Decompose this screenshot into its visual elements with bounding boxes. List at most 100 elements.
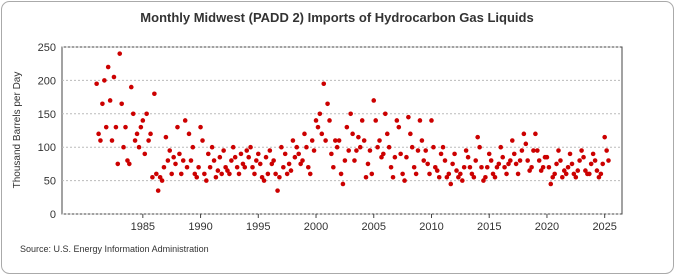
point xyxy=(217,154,223,160)
point xyxy=(388,164,394,170)
point xyxy=(513,161,519,167)
point xyxy=(132,138,138,143)
point xyxy=(155,188,161,193)
point xyxy=(523,141,529,147)
point xyxy=(311,148,317,153)
y-axis-label: Thousand Barrels per Day xyxy=(12,72,23,189)
point xyxy=(290,138,296,143)
y-tick-label: 100 xyxy=(38,142,56,154)
point xyxy=(411,164,417,170)
point xyxy=(583,168,588,173)
point xyxy=(159,178,165,183)
point xyxy=(373,118,379,123)
point xyxy=(209,144,215,150)
point xyxy=(479,164,484,170)
point xyxy=(434,168,440,173)
point xyxy=(421,158,427,163)
point xyxy=(128,84,134,90)
point xyxy=(573,174,579,180)
point xyxy=(442,158,448,163)
point xyxy=(327,118,332,123)
point xyxy=(394,118,400,123)
y-tick-label: 50 xyxy=(44,176,56,188)
point xyxy=(127,161,132,167)
point xyxy=(94,81,99,87)
point xyxy=(346,148,351,153)
point xyxy=(190,144,196,150)
point xyxy=(448,181,454,187)
point xyxy=(354,148,359,153)
point xyxy=(575,168,581,173)
point xyxy=(415,148,421,153)
point xyxy=(432,164,438,170)
point xyxy=(596,174,602,180)
point xyxy=(121,144,126,150)
point xyxy=(144,111,149,117)
point xyxy=(123,124,128,130)
point xyxy=(510,138,515,143)
point xyxy=(588,161,594,167)
point xyxy=(402,178,407,183)
y-tick-label: 200 xyxy=(38,75,56,87)
point xyxy=(392,154,398,160)
point xyxy=(396,124,402,130)
point xyxy=(444,174,450,180)
point xyxy=(567,151,573,157)
y-tick-label: 150 xyxy=(38,109,56,121)
point xyxy=(431,144,436,150)
point xyxy=(130,111,136,117)
point xyxy=(102,78,107,83)
point xyxy=(304,144,309,150)
point xyxy=(492,174,498,180)
point xyxy=(221,148,226,153)
point xyxy=(302,131,307,137)
point xyxy=(554,161,559,167)
source: Source: U.S. Energy Information Administ… xyxy=(20,244,209,254)
point xyxy=(152,91,157,97)
x-tick-label: 2025 xyxy=(592,221,616,233)
point xyxy=(363,174,369,180)
point xyxy=(213,174,219,180)
point xyxy=(273,171,278,177)
point xyxy=(242,164,248,170)
point xyxy=(531,148,536,153)
point xyxy=(398,151,403,157)
point xyxy=(315,124,321,130)
x-tick-label: 2010 xyxy=(419,221,443,233)
point xyxy=(257,161,263,167)
point xyxy=(307,171,313,177)
point xyxy=(438,151,444,157)
point xyxy=(488,158,494,163)
point xyxy=(461,164,467,170)
point xyxy=(232,154,238,160)
point xyxy=(496,161,502,167)
point xyxy=(196,164,201,170)
x-tick-label: 2005 xyxy=(362,221,386,233)
point xyxy=(356,134,361,140)
point xyxy=(230,144,236,150)
point xyxy=(180,158,186,163)
point xyxy=(590,151,596,157)
point xyxy=(146,138,151,143)
point xyxy=(277,174,282,180)
point xyxy=(592,158,598,163)
point xyxy=(606,158,611,163)
point xyxy=(367,148,373,153)
point xyxy=(265,171,271,177)
point xyxy=(244,148,250,153)
point xyxy=(200,138,205,143)
point xyxy=(429,118,434,123)
point xyxy=(375,144,380,150)
point xyxy=(546,164,552,170)
point xyxy=(517,158,523,163)
point xyxy=(527,168,532,173)
point xyxy=(157,174,163,180)
point xyxy=(246,154,252,160)
point xyxy=(154,171,159,177)
point xyxy=(178,171,184,177)
x-tick-label: 2015 xyxy=(477,221,501,233)
point xyxy=(565,164,571,170)
point xyxy=(369,171,375,177)
point xyxy=(529,164,534,170)
point xyxy=(540,164,546,170)
